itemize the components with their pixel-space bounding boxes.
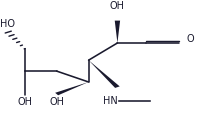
- Text: OH: OH: [49, 97, 64, 107]
- Text: OH: OH: [17, 97, 32, 107]
- Polygon shape: [115, 21, 120, 43]
- Text: OH: OH: [110, 1, 125, 11]
- Polygon shape: [55, 82, 89, 95]
- Text: HO: HO: [0, 19, 15, 29]
- Text: HN: HN: [103, 96, 117, 106]
- Polygon shape: [89, 60, 120, 88]
- Text: O: O: [186, 34, 194, 44]
